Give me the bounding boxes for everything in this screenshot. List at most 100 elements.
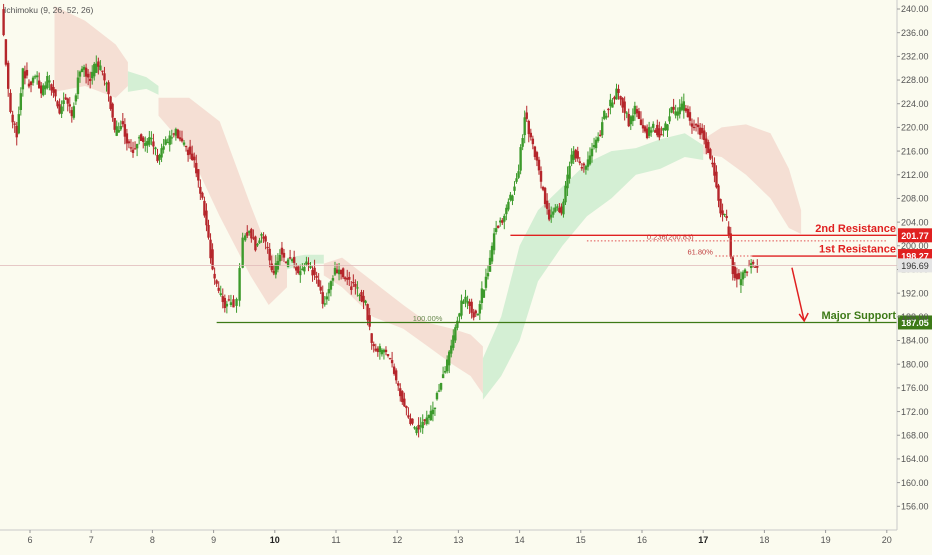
candle-body — [682, 101, 686, 111]
x-tick-label: 10 — [270, 535, 280, 545]
x-tick-label: 7 — [89, 535, 94, 545]
candle-body — [468, 301, 471, 306]
candle-body — [125, 133, 129, 144]
candle-body — [115, 126, 118, 136]
candle-body — [127, 141, 131, 144]
candle-body — [578, 161, 581, 164]
candle-body — [409, 418, 412, 425]
candle-body — [197, 169, 200, 181]
candle-body — [705, 138, 708, 149]
candle-body — [411, 418, 414, 424]
candle-body — [521, 138, 524, 147]
candle-body — [751, 261, 755, 264]
candle-body — [435, 392, 439, 400]
candle-body — [484, 276, 488, 288]
candle-body — [588, 155, 592, 165]
candle-body — [123, 124, 127, 137]
candle-body — [11, 114, 14, 123]
candle-body — [450, 345, 453, 354]
candle-body — [397, 383, 400, 386]
candle-body — [297, 266, 300, 274]
candle-body — [205, 210, 208, 226]
candle-body — [360, 292, 363, 302]
candle-body — [692, 126, 696, 129]
cloud-segment-bull — [127, 71, 159, 95]
candle-body — [227, 299, 231, 301]
candle-body — [288, 257, 292, 259]
candle-body — [552, 211, 555, 215]
candle-body — [321, 292, 324, 304]
candle-body — [474, 310, 477, 314]
candle-body — [560, 206, 563, 214]
candle-body — [547, 209, 551, 220]
candle-body — [364, 300, 367, 303]
candle-body — [696, 124, 700, 128]
candle-body — [64, 97, 67, 100]
candle-body — [309, 266, 312, 268]
x-tick-label: 11 — [331, 535, 340, 545]
candle-body — [48, 80, 51, 83]
candle-body — [229, 302, 233, 305]
candle-body — [431, 409, 435, 415]
y-tick-label: 188.00 — [901, 312, 929, 322]
candle-body — [25, 69, 29, 76]
candle-body — [658, 128, 661, 138]
candle-body — [376, 348, 380, 353]
candle-body — [625, 112, 628, 114]
candle-body — [756, 265, 759, 268]
candle-body — [619, 96, 622, 100]
candle-body — [427, 415, 431, 419]
candle-body — [621, 98, 624, 108]
y-tick-label: 200.00 — [901, 241, 929, 251]
level-price-text: 198.27 — [901, 252, 929, 262]
candle-body — [256, 243, 259, 246]
candle-body — [139, 134, 143, 141]
candle-body — [437, 390, 441, 392]
candle-body — [46, 76, 49, 88]
candle-body — [605, 115, 608, 118]
candle-body — [576, 151, 579, 159]
candle-body — [356, 287, 359, 289]
candle-body — [566, 174, 569, 189]
y-tick-label: 192.00 — [901, 288, 929, 298]
y-tick-label: 180.00 — [901, 359, 929, 369]
candle-body — [568, 165, 571, 179]
candle-body — [172, 133, 176, 135]
candle-body — [33, 76, 37, 78]
candle-body — [37, 80, 41, 89]
candle-body — [358, 294, 361, 297]
fib-level-label: 0.236(200.83) — [647, 232, 694, 241]
candle-body — [193, 156, 196, 161]
candle-body — [331, 278, 335, 281]
candle-body — [662, 128, 665, 131]
candle-body — [690, 123, 694, 127]
candle-body — [390, 360, 394, 364]
candle-body — [601, 122, 604, 136]
candle-body — [660, 134, 663, 136]
candle-body — [29, 81, 33, 85]
candle-body — [686, 108, 690, 118]
candle-body — [129, 147, 133, 149]
candle-body — [258, 240, 261, 244]
candle-body — [315, 275, 318, 278]
candle-body — [717, 185, 720, 201]
candle-body — [429, 410, 433, 421]
candle-body — [684, 108, 688, 112]
candle-body — [158, 154, 161, 160]
x-tick-label: 16 — [637, 535, 647, 545]
cloud-segment-bear — [703, 124, 802, 234]
candle-body — [678, 107, 681, 115]
x-tick-label: 18 — [759, 535, 769, 545]
candle-body — [207, 224, 210, 238]
candle-body — [629, 116, 632, 125]
candle-body — [350, 286, 353, 290]
candle-body — [9, 92, 12, 112]
candle-body — [378, 346, 382, 353]
candle-body — [44, 85, 47, 90]
candle-body — [392, 366, 396, 374]
candle-body — [241, 237, 244, 268]
candle-body — [403, 398, 406, 407]
candle-body — [162, 146, 165, 150]
candle-body — [260, 234, 263, 236]
